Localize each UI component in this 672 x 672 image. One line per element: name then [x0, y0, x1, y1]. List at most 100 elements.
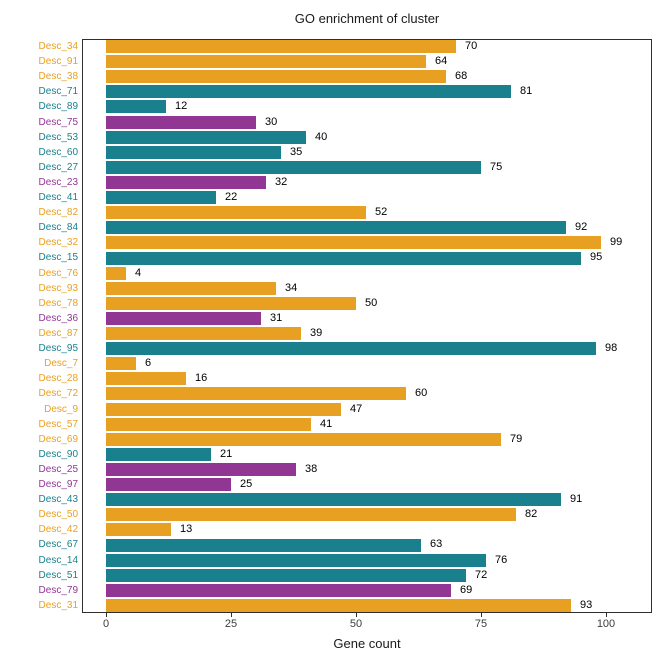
y-axis-tick-label: Desc_7 — [44, 358, 78, 370]
y-axis-tick-label: Desc_60 — [38, 146, 78, 158]
bar-value-label: 16 — [195, 372, 208, 385]
bar-value-label: 70 — [465, 40, 478, 52]
bar-Desc_14 — [106, 553, 486, 567]
bar-value-label: 93 — [580, 598, 593, 611]
y-axis-tick-label: Desc_28 — [38, 373, 78, 385]
y-axis-tick-label: Desc_23 — [38, 176, 78, 188]
x-axis-tick-mark — [356, 613, 357, 617]
y-axis-tick-label: Desc_82 — [38, 207, 78, 219]
y-axis-tick-label: Desc_43 — [38, 494, 78, 506]
bar-Desc_79 — [106, 583, 451, 597]
bar-Desc_72 — [106, 387, 406, 401]
y-axis-tick-label: Desc_9 — [44, 403, 78, 415]
bar-Desc_32 — [106, 236, 601, 250]
bar-Desc_97 — [106, 478, 231, 492]
bar-value-label: 30 — [265, 115, 278, 128]
y-axis-tick-label: Desc_87 — [38, 328, 78, 339]
bar-Desc_82 — [106, 206, 366, 220]
bar-Desc_90 — [106, 447, 211, 461]
bar-Desc_57 — [106, 417, 311, 431]
bar-value-label: 76 — [495, 553, 508, 566]
bar-Desc_84 — [106, 221, 566, 235]
y-axis-tick-label: Desc_90 — [38, 448, 78, 460]
bar-value-label: 91 — [570, 493, 583, 506]
y-axis-tick-label: Desc_57 — [38, 418, 78, 430]
y-axis-tick-label: Desc_34 — [38, 41, 78, 52]
bar-value-label: 75 — [490, 160, 503, 173]
bar-Desc_7 — [106, 357, 136, 371]
x-axis-tick-label: 50 — [349, 618, 363, 630]
y-axis-tick-label: Desc_89 — [38, 101, 78, 113]
y-axis-tick-label: Desc_32 — [38, 237, 78, 249]
x-axis-tick-mark — [106, 613, 107, 617]
bar-value-label: 31 — [270, 311, 283, 324]
bar-Desc_60 — [106, 145, 281, 159]
bar-value-label: 4 — [135, 266, 142, 279]
y-axis-tick-label: Desc_97 — [38, 479, 78, 491]
x-axis-tick-mark — [481, 613, 482, 617]
x-axis-tick-label: 100 — [596, 618, 616, 630]
y-axis-tick-label: Desc_78 — [38, 297, 78, 309]
bar-Desc_78 — [106, 296, 356, 310]
bar-Desc_41 — [106, 191, 216, 205]
bar-Desc_27 — [106, 160, 481, 174]
bar-value-label: 6 — [145, 357, 152, 370]
bar-value-label: 79 — [510, 432, 523, 445]
bar-Desc_9 — [106, 402, 341, 416]
bar-value-label: 64 — [435, 55, 448, 68]
bar-Desc_28 — [106, 372, 186, 386]
bar-Desc_31 — [106, 598, 571, 612]
bar-Desc_87 — [106, 327, 301, 341]
y-axis-tick-label: Desc_38 — [38, 71, 78, 83]
y-axis-tick-label: Desc_69 — [38, 433, 78, 445]
y-axis-tick-label: Desc_15 — [38, 252, 78, 264]
y-axis-tick-label: Desc_25 — [38, 463, 78, 475]
y-axis-tick-label: Desc_41 — [38, 192, 78, 204]
bar-value-label: 98 — [605, 342, 618, 355]
bar-Desc_93 — [106, 281, 276, 295]
y-axis-tick-label: Desc_36 — [38, 312, 78, 324]
bar-value-label: 21 — [220, 447, 233, 460]
y-axis-tick-label: Desc_14 — [38, 554, 78, 566]
bar-value-label: 12 — [175, 100, 188, 113]
bar-Desc_67 — [106, 538, 421, 552]
bar-value-label: 72 — [475, 568, 488, 581]
y-axis-tick-label: Desc_84 — [38, 222, 78, 234]
bar-value-label: 40 — [315, 130, 328, 143]
bar-Desc_42 — [106, 523, 171, 537]
bar-Desc_36 — [106, 311, 261, 325]
x-axis-tick-label: 75 — [474, 618, 488, 630]
bar-Desc_53 — [106, 130, 306, 144]
y-axis-tick-label: Desc_31 — [38, 599, 78, 611]
y-axis-tick-label: Desc_93 — [38, 282, 78, 294]
y-axis-tick-label: Desc_27 — [38, 161, 78, 173]
bar-value-label: 60 — [415, 387, 428, 400]
chart-title: GO enrichment of cluster — [294, 11, 440, 26]
bar-Desc_34 — [106, 40, 456, 54]
x-axis-tick-mark — [606, 613, 607, 617]
bar-Desc_75 — [106, 115, 256, 129]
bar-Desc_51 — [106, 568, 466, 582]
bar-value-label: 22 — [225, 191, 238, 204]
y-axis-tick-label: Desc_71 — [38, 86, 78, 98]
bar-value-label: 69 — [460, 583, 473, 596]
y-axis-tick-label: Desc_67 — [38, 539, 78, 551]
bar-value-label: 81 — [520, 85, 533, 98]
bar-value-label: 32 — [275, 175, 288, 188]
bar-value-label: 82 — [525, 508, 538, 521]
x-axis-tick-label: 25 — [224, 618, 238, 630]
bar-Desc_71 — [106, 85, 511, 99]
bar-value-label: 52 — [375, 206, 388, 219]
y-axis-tick-label: Desc_95 — [38, 343, 78, 355]
y-axis-tick-label: Desc_79 — [38, 584, 78, 596]
y-axis-tick-label: Desc_42 — [38, 524, 78, 536]
bar-value-label: 35 — [290, 145, 303, 158]
x-axis-tick-mark — [231, 613, 232, 617]
bar-Desc_25 — [106, 463, 296, 476]
y-axis-tick-label: Desc_50 — [38, 509, 78, 521]
bar-value-label: 99 — [610, 236, 623, 249]
bar-Desc_95 — [106, 342, 596, 356]
y-axis-tick-label: Desc_76 — [38, 267, 78, 279]
bar-Desc_43 — [106, 493, 561, 507]
